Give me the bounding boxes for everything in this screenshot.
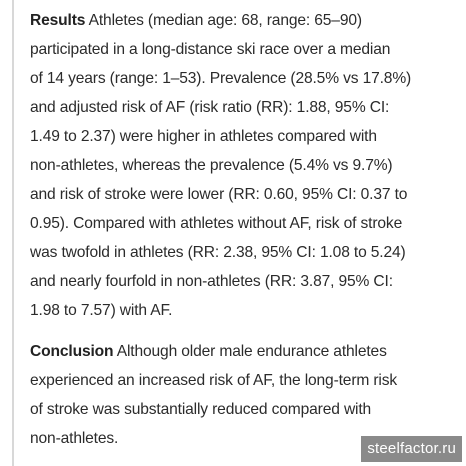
conclusion-line: non-athletes. (30, 430, 119, 447)
results-line: was twofold in athletes (RR: 2.38, 95% C… (30, 244, 406, 261)
results-line: and nearly fourfold in non-athletes (RR:… (30, 273, 393, 290)
results-line: 0.95). Compared with athletes without AF… (30, 215, 403, 232)
results-line: and risk of stroke were lower (RR: 0.60,… (30, 186, 408, 203)
conclusion-line: of stroke was substantially reduced comp… (30, 401, 372, 418)
results-paragraph: Results Athletes (median age: 68, range:… (30, 6, 450, 325)
conclusion-line: experienced an increased risk of AF, the… (30, 372, 398, 389)
conclusion-line: Conclusion Although older male endurance… (30, 337, 450, 366)
conclusion-line-text: Although older male endurance athletes (116, 343, 387, 360)
results-line: Results Athletes (median age: 68, range:… (30, 6, 450, 35)
watermark-label: steelfactor.ru (361, 436, 462, 462)
results-line: of 14 years (range: 1–53). Prevalence (2… (30, 70, 412, 87)
left-border-rule (12, 0, 14, 466)
results-heading: Results (30, 12, 86, 29)
results-line: and adjusted risk of AF (risk ratio (RR)… (30, 99, 390, 116)
results-line: 1.49 to 2.37) were higher in athletes co… (30, 128, 377, 145)
conclusion-heading: Conclusion (30, 343, 114, 360)
results-line-text: Athletes (median age: 68, range: 65–90) (88, 12, 362, 29)
results-line: non-athletes, whereas the prevalence (5.… (30, 157, 393, 174)
results-line: participated in a long-distance ski race… (30, 41, 391, 58)
conclusion-paragraph: Conclusion Although older male endurance… (30, 337, 450, 453)
results-line: 1.98 to 7.57) with AF. (30, 302, 173, 319)
abstract-text: Results Athletes (median age: 68, range:… (30, 6, 450, 453)
